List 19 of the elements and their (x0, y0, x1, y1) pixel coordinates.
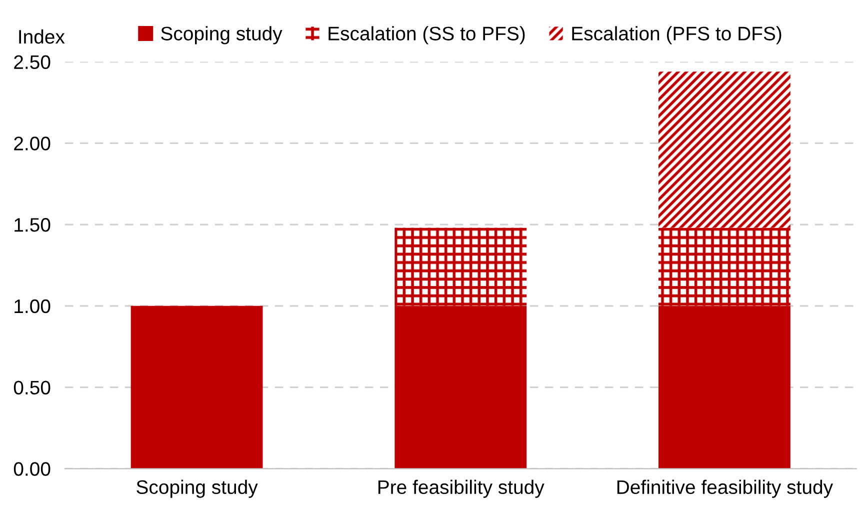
y-tick-label: 0.00 (14, 462, 50, 476)
y-tick-label: 0.50 (14, 380, 50, 395)
x-tick-label: Definitive feasibility study (617, 480, 834, 498)
legend-label: Escalation (PFS to DFS) (572, 26, 782, 44)
y-tick-label: 1.50 (14, 218, 50, 232)
bar (658, 306, 790, 469)
legend-label: Scoping study (161, 26, 282, 44)
bar (394, 228, 527, 306)
x-tick-label: Scoping study (136, 480, 258, 498)
bar (658, 228, 790, 306)
bar (130, 306, 263, 469)
y-axis-title: Index (19, 29, 65, 44)
bar (658, 72, 790, 228)
legend-label: Escalation (SS to PFS) (328, 26, 525, 44)
y-tick-label: 2.00 (14, 136, 50, 150)
x-tick-label: Pre feasibility study (378, 480, 544, 498)
bar (394, 306, 527, 469)
y-tick-label: 1.00 (14, 299, 50, 314)
y-tick-label: 2.50 (14, 55, 50, 70)
